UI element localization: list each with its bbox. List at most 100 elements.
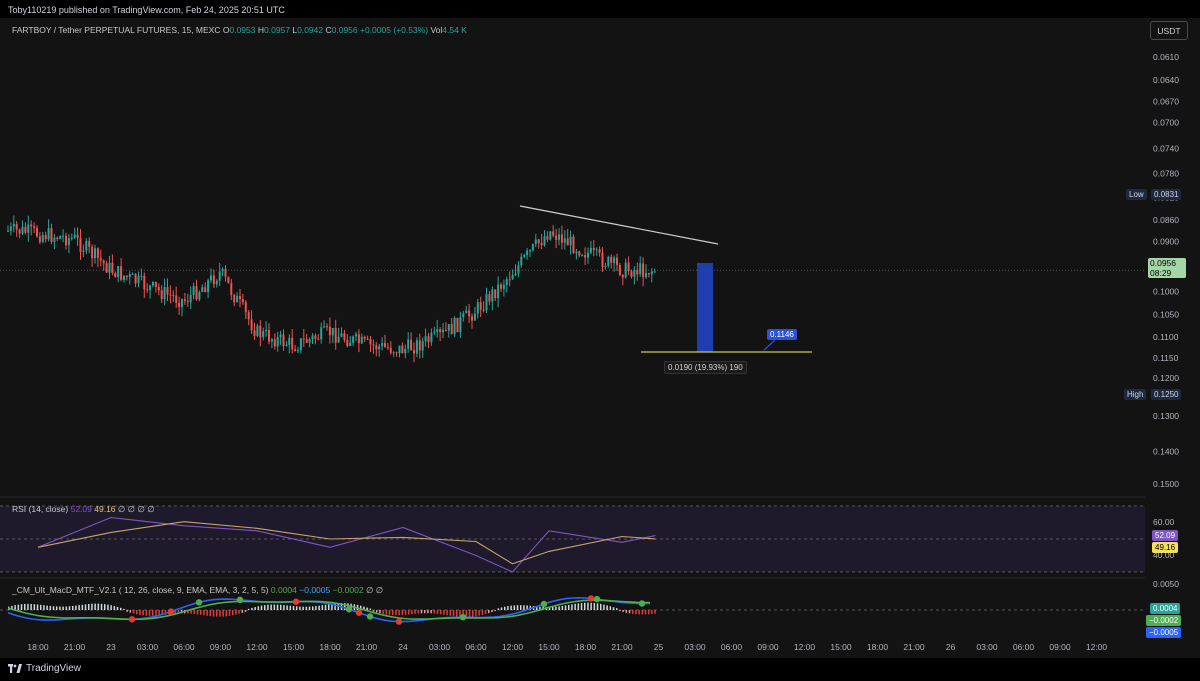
candle-body xyxy=(30,224,33,227)
macd-histogram-bar xyxy=(36,604,39,610)
macd-na-values: ∅ ∅ xyxy=(365,585,384,595)
candle-body xyxy=(366,338,369,340)
candle-body xyxy=(398,345,401,354)
time-tick-label: 21:00 xyxy=(611,642,633,652)
macd-histogram-bar xyxy=(248,608,250,610)
candle-body xyxy=(540,243,543,246)
price-tick-label: 0.0780 xyxy=(1153,169,1179,179)
candle-body xyxy=(386,346,389,348)
candle-body xyxy=(230,283,233,295)
candle-body xyxy=(355,334,357,337)
candle-body xyxy=(105,263,108,273)
price-tick-label: 0.1400 xyxy=(1153,446,1179,456)
candle-body xyxy=(67,238,70,246)
candle-body xyxy=(500,284,502,289)
macd-histogram-bar xyxy=(363,606,365,610)
candle-body xyxy=(604,266,607,268)
candle-body xyxy=(181,299,183,308)
candle-body xyxy=(227,276,230,284)
rsi-title[interactable]: RSI (14, close) xyxy=(12,504,69,514)
macd-histogram-bar xyxy=(222,610,224,617)
candle-body xyxy=(444,329,447,331)
price-tick-label: 0.0860 xyxy=(1153,215,1179,225)
symbol-name[interactable]: FARTBOY / Tether PERPETUAL FUTURES, 15, … xyxy=(12,25,221,35)
candle-body xyxy=(123,275,125,280)
candle-body xyxy=(647,273,650,275)
macd-histogram-bar xyxy=(88,603,90,610)
price-tick-label: 0.1300 xyxy=(1153,411,1179,421)
close-value: 0.0956 xyxy=(331,25,358,35)
tradingview-brand[interactable]: TradingView xyxy=(8,663,81,674)
candle-body xyxy=(323,326,326,328)
macd-histogram-bar xyxy=(276,604,279,610)
candle-body xyxy=(349,342,352,347)
macd-histogram-bar xyxy=(72,605,74,610)
macd-histogram-bar xyxy=(459,610,461,617)
candle-body xyxy=(410,339,413,351)
candle-body xyxy=(276,337,279,347)
macd-histogram-bar xyxy=(43,605,45,610)
macd-tag-2: −0.0002 xyxy=(1146,615,1182,626)
candle-body xyxy=(320,327,323,340)
price-tick-label: 0.1050 xyxy=(1153,310,1179,320)
candle-body xyxy=(407,339,410,349)
macd-histogram-bar xyxy=(379,610,381,614)
candle-body xyxy=(154,281,157,287)
time-tick-label: 09:00 xyxy=(210,642,232,652)
candle-body xyxy=(47,228,50,240)
candle-body xyxy=(392,352,395,354)
currency-button[interactable]: USDT xyxy=(1150,21,1188,40)
candle-body xyxy=(70,237,73,239)
macd-histogram-bar xyxy=(212,610,215,617)
candle-body xyxy=(172,295,175,297)
macd-histogram-bar xyxy=(296,606,298,610)
macd-histogram-bar xyxy=(94,603,96,610)
candle-body xyxy=(224,268,227,277)
candle-body xyxy=(41,235,44,242)
macd-histogram-bar xyxy=(206,610,208,616)
macd-histogram-bar xyxy=(123,608,125,610)
candle-body xyxy=(201,287,204,292)
time-tick-label: 06:00 xyxy=(173,642,195,652)
candle-body xyxy=(505,279,508,285)
last-price-tag: 0.0956 08:29 xyxy=(1148,258,1186,278)
candle-body xyxy=(146,289,149,291)
time-tick-label: 21:00 xyxy=(64,642,86,652)
macd-histogram-bar xyxy=(174,610,176,614)
macd-histogram-bar xyxy=(606,605,608,610)
candle-body xyxy=(491,289,494,302)
macd-histogram-bar xyxy=(648,610,650,615)
macd-histogram-bar xyxy=(91,603,93,610)
candle-body xyxy=(204,287,207,293)
candle-body xyxy=(85,241,88,251)
macd-histogram-bar xyxy=(331,603,333,610)
candle-body xyxy=(627,262,630,272)
macd-histogram-bar xyxy=(398,610,400,616)
candle-body xyxy=(56,237,59,239)
candle-body xyxy=(33,226,36,228)
price-tick-label: 0.1500 xyxy=(1153,479,1179,489)
macd-histogram-bar xyxy=(81,604,84,610)
candle-body xyxy=(598,249,601,253)
candle-body xyxy=(256,325,259,336)
target-price-label[interactable]: 0.1146 xyxy=(767,329,797,340)
candle-body xyxy=(485,294,488,311)
candle-body xyxy=(424,336,427,342)
macd-histogram-bar xyxy=(17,604,20,610)
low-label: L xyxy=(292,25,298,35)
macd-histogram-bar xyxy=(456,610,458,617)
macd-histogram-bar xyxy=(161,610,164,616)
candle-body xyxy=(36,227,38,237)
macd-title[interactable]: _CM_Ult_MacD_MTF_V2.1 ( 12, 26, close, 9… xyxy=(12,585,269,595)
macd-histogram-bar xyxy=(632,610,634,614)
candle-body xyxy=(395,352,398,354)
macd-histogram-bar xyxy=(644,610,647,615)
candle-body xyxy=(433,331,436,333)
macd-histogram-bar xyxy=(536,606,538,610)
high-value: 0.0957 xyxy=(264,25,290,35)
candle-body xyxy=(497,284,500,299)
macd-histogram-bar xyxy=(404,610,407,615)
candle-body xyxy=(616,257,618,265)
macd-histogram-bar xyxy=(177,610,180,614)
